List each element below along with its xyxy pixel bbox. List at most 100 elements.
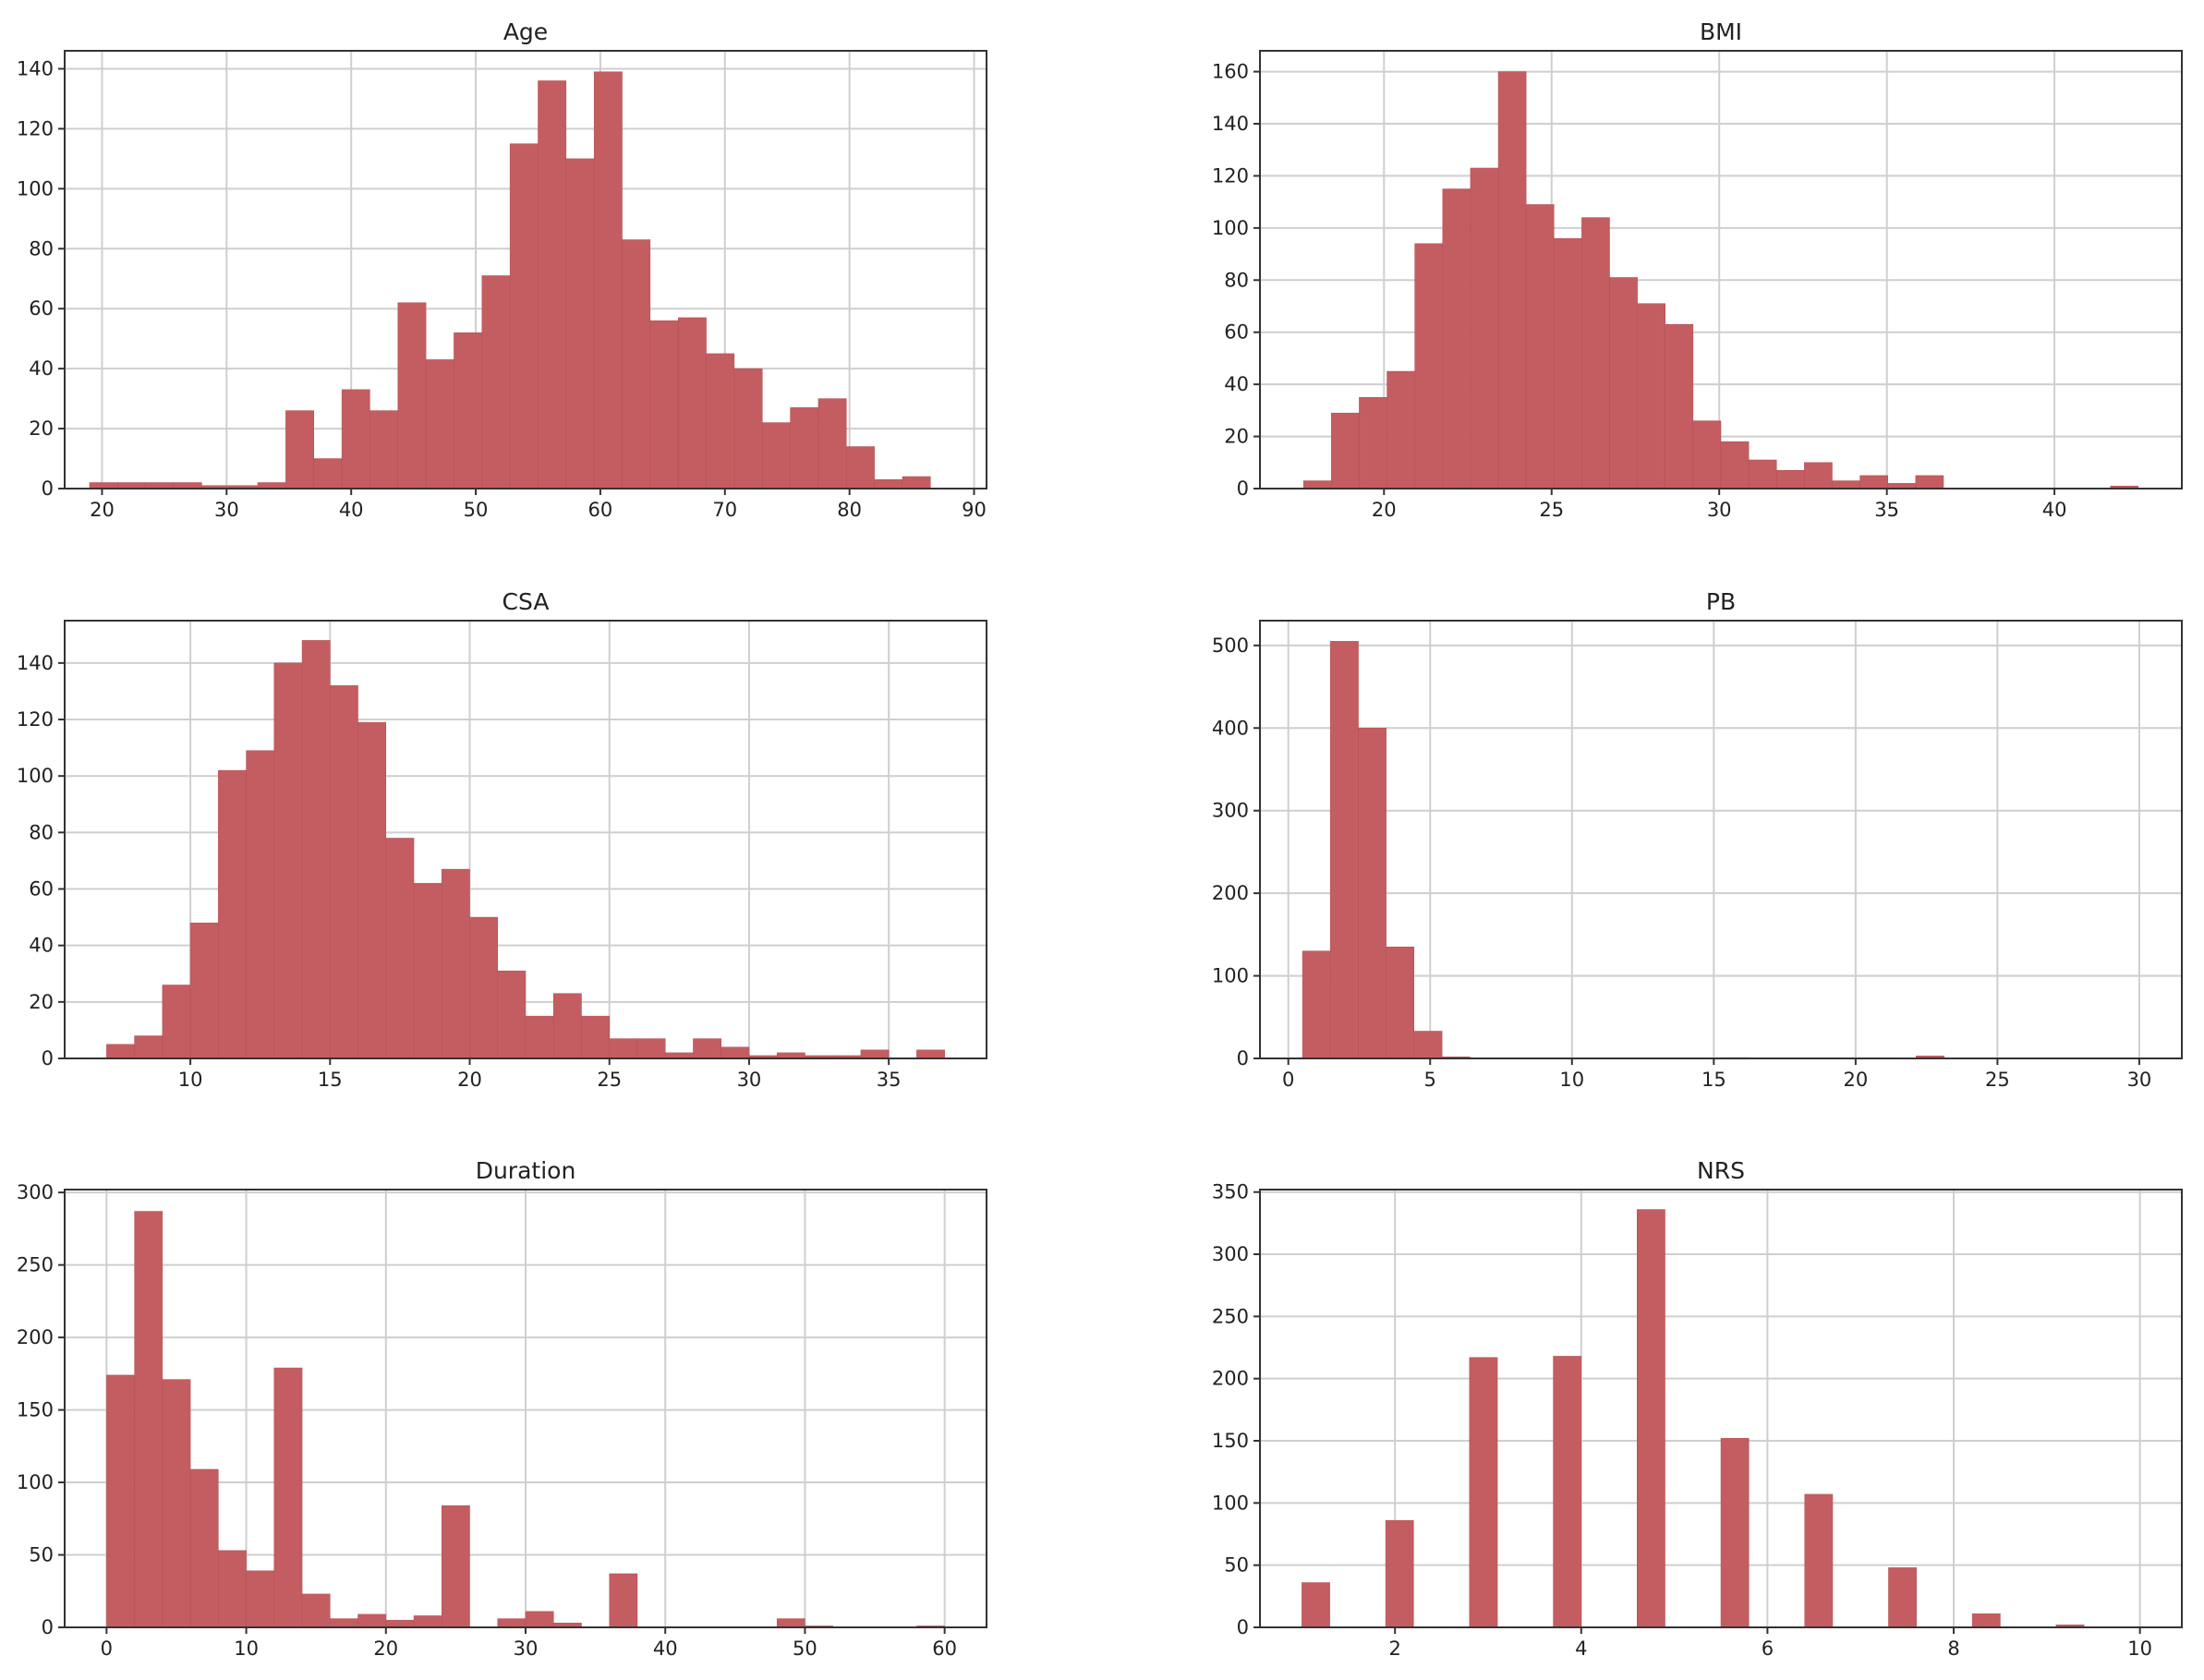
histogram-bar — [1832, 480, 1860, 489]
histogram-bar — [817, 398, 847, 489]
x-axis-bmi: 20 25 30 35 40 — [1372, 489, 2066, 521]
histogram-bar — [1414, 243, 1444, 489]
x-tick-label: 30 — [214, 499, 239, 521]
histogram-bar — [413, 883, 442, 1059]
y-tick-label: 500 — [1212, 635, 1249, 657]
chart-title-nrs: NRS — [1697, 1157, 1745, 1184]
histogram-bar — [413, 1615, 442, 1628]
histogram-bar — [1971, 1613, 2001, 1628]
bars-bmi — [1302, 71, 2139, 489]
histogram-bar — [189, 922, 219, 1059]
histogram-bar — [1302, 950, 1331, 1059]
histogram-bar — [1525, 204, 1555, 489]
histogram-bar — [1748, 459, 1777, 489]
y-tick-label: 0 — [1237, 477, 1249, 500]
histogram-bar — [285, 410, 314, 489]
histogram-bar — [860, 1049, 890, 1059]
histogram-bar — [397, 302, 427, 489]
y-tick-label: 250 — [17, 1254, 54, 1276]
x-tick-label: 60 — [932, 1638, 957, 1660]
x-tick-label: 2 — [1388, 1638, 1400, 1660]
y-tick-label: 80 — [29, 237, 54, 260]
histogram-bar — [721, 1046, 750, 1059]
histogram-bar — [1637, 1209, 1665, 1628]
histogram-bar — [1720, 441, 1750, 489]
histogram-bar — [442, 868, 470, 1059]
histogram-bar — [385, 1619, 415, 1628]
y-tick-label: 120 — [17, 708, 54, 731]
histogram-bar — [106, 1044, 135, 1059]
histogram-bar — [693, 1038, 721, 1059]
histogram-bar — [330, 685, 358, 1059]
histogram-bar — [1442, 188, 1471, 489]
histogram-bar — [581, 1015, 610, 1059]
y-tick-label: 0 — [1237, 1047, 1249, 1070]
histogram-bar — [776, 1618, 805, 1628]
histogram-bar — [481, 275, 511, 489]
y-tick-label: 40 — [29, 357, 54, 380]
y-tick-label: 150 — [1212, 1430, 1249, 1452]
histogram-bar — [454, 332, 483, 489]
histogram-bar — [357, 721, 387, 1059]
y-tick-label: 200 — [1212, 1368, 1249, 1390]
histogram-bar — [1581, 217, 1610, 489]
histogram-bar — [1637, 303, 1666, 489]
y-tick-label: 140 — [1212, 113, 1249, 135]
x-tick-label: 30 — [514, 1638, 539, 1660]
histogram-bar — [369, 410, 399, 489]
histogram-bar — [538, 80, 567, 489]
y-tick-label: 120 — [17, 117, 54, 139]
histogram-bar — [385, 838, 415, 1059]
histogram-bar — [902, 476, 931, 489]
bars-csa — [106, 640, 945, 1059]
x-tick-label: 80 — [837, 499, 862, 521]
histogram-bar — [301, 640, 331, 1059]
x-tick-label: 35 — [877, 1069, 902, 1091]
y-tick-label: 100 — [1212, 217, 1249, 239]
x-tick-label: 20 — [1372, 499, 1397, 521]
histogram-bar — [1720, 1438, 1750, 1628]
histogram-bar — [497, 970, 527, 1059]
histogram-bar — [1359, 397, 1387, 489]
histogram-bar — [330, 1618, 358, 1628]
y-tick-label: 150 — [17, 1399, 54, 1421]
y-tick-label: 60 — [29, 878, 54, 900]
y-tick-label: 350 — [1212, 1181, 1249, 1203]
histogram-bar — [790, 407, 819, 489]
histogram-bar — [874, 479, 903, 489]
y-tick-label: 100 — [1212, 965, 1249, 987]
x-axis-csa: 10 15 20 25 30 35 — [178, 1058, 902, 1091]
y-tick-label: 400 — [1212, 717, 1249, 739]
y-tick-label: 300 — [1212, 800, 1249, 822]
y-tick-label: 50 — [29, 1544, 54, 1566]
x-tick-label: 70 — [712, 499, 737, 521]
histogram-bar — [1775, 470, 1805, 489]
x-tick-label: 20 — [457, 1069, 482, 1091]
histogram-bar — [636, 1038, 666, 1059]
x-tick-label: 50 — [464, 499, 489, 521]
histogram-bar — [706, 353, 735, 489]
y-tick-label: 0 — [42, 1616, 54, 1638]
histogram-bar — [761, 422, 791, 489]
grid-pb — [1260, 621, 2182, 1059]
x-tick-label: 30 — [737, 1069, 762, 1091]
x-axis-age: 20 30 40 50 60 70 80 90 — [90, 489, 987, 521]
chart-title-pb: PB — [1706, 588, 1736, 615]
x-tick-label: 10 — [1559, 1069, 1584, 1091]
x-tick-label: 0 — [1282, 1069, 1294, 1091]
histogram-bar — [1413, 1031, 1443, 1059]
x-tick-label: 90 — [962, 499, 987, 521]
histogram-bar — [1302, 480, 1332, 489]
histogram-bar — [1385, 1519, 1414, 1628]
y-tick-label: 0 — [42, 477, 54, 500]
histogram-bar — [916, 1049, 945, 1059]
histogram-bar — [497, 1618, 527, 1628]
histogram-age: Age 20 30 40 50 60 70 80 90 0 20 40 60 80 100 120 140 — [17, 18, 987, 521]
histogram-bar — [1470, 167, 1499, 489]
histogram-bar — [134, 1035, 163, 1059]
y-tick-label: 0 — [42, 1047, 54, 1070]
histogram-bar — [733, 368, 763, 489]
bars-nrs — [1302, 1209, 2085, 1628]
plot-frame — [64, 620, 987, 1059]
